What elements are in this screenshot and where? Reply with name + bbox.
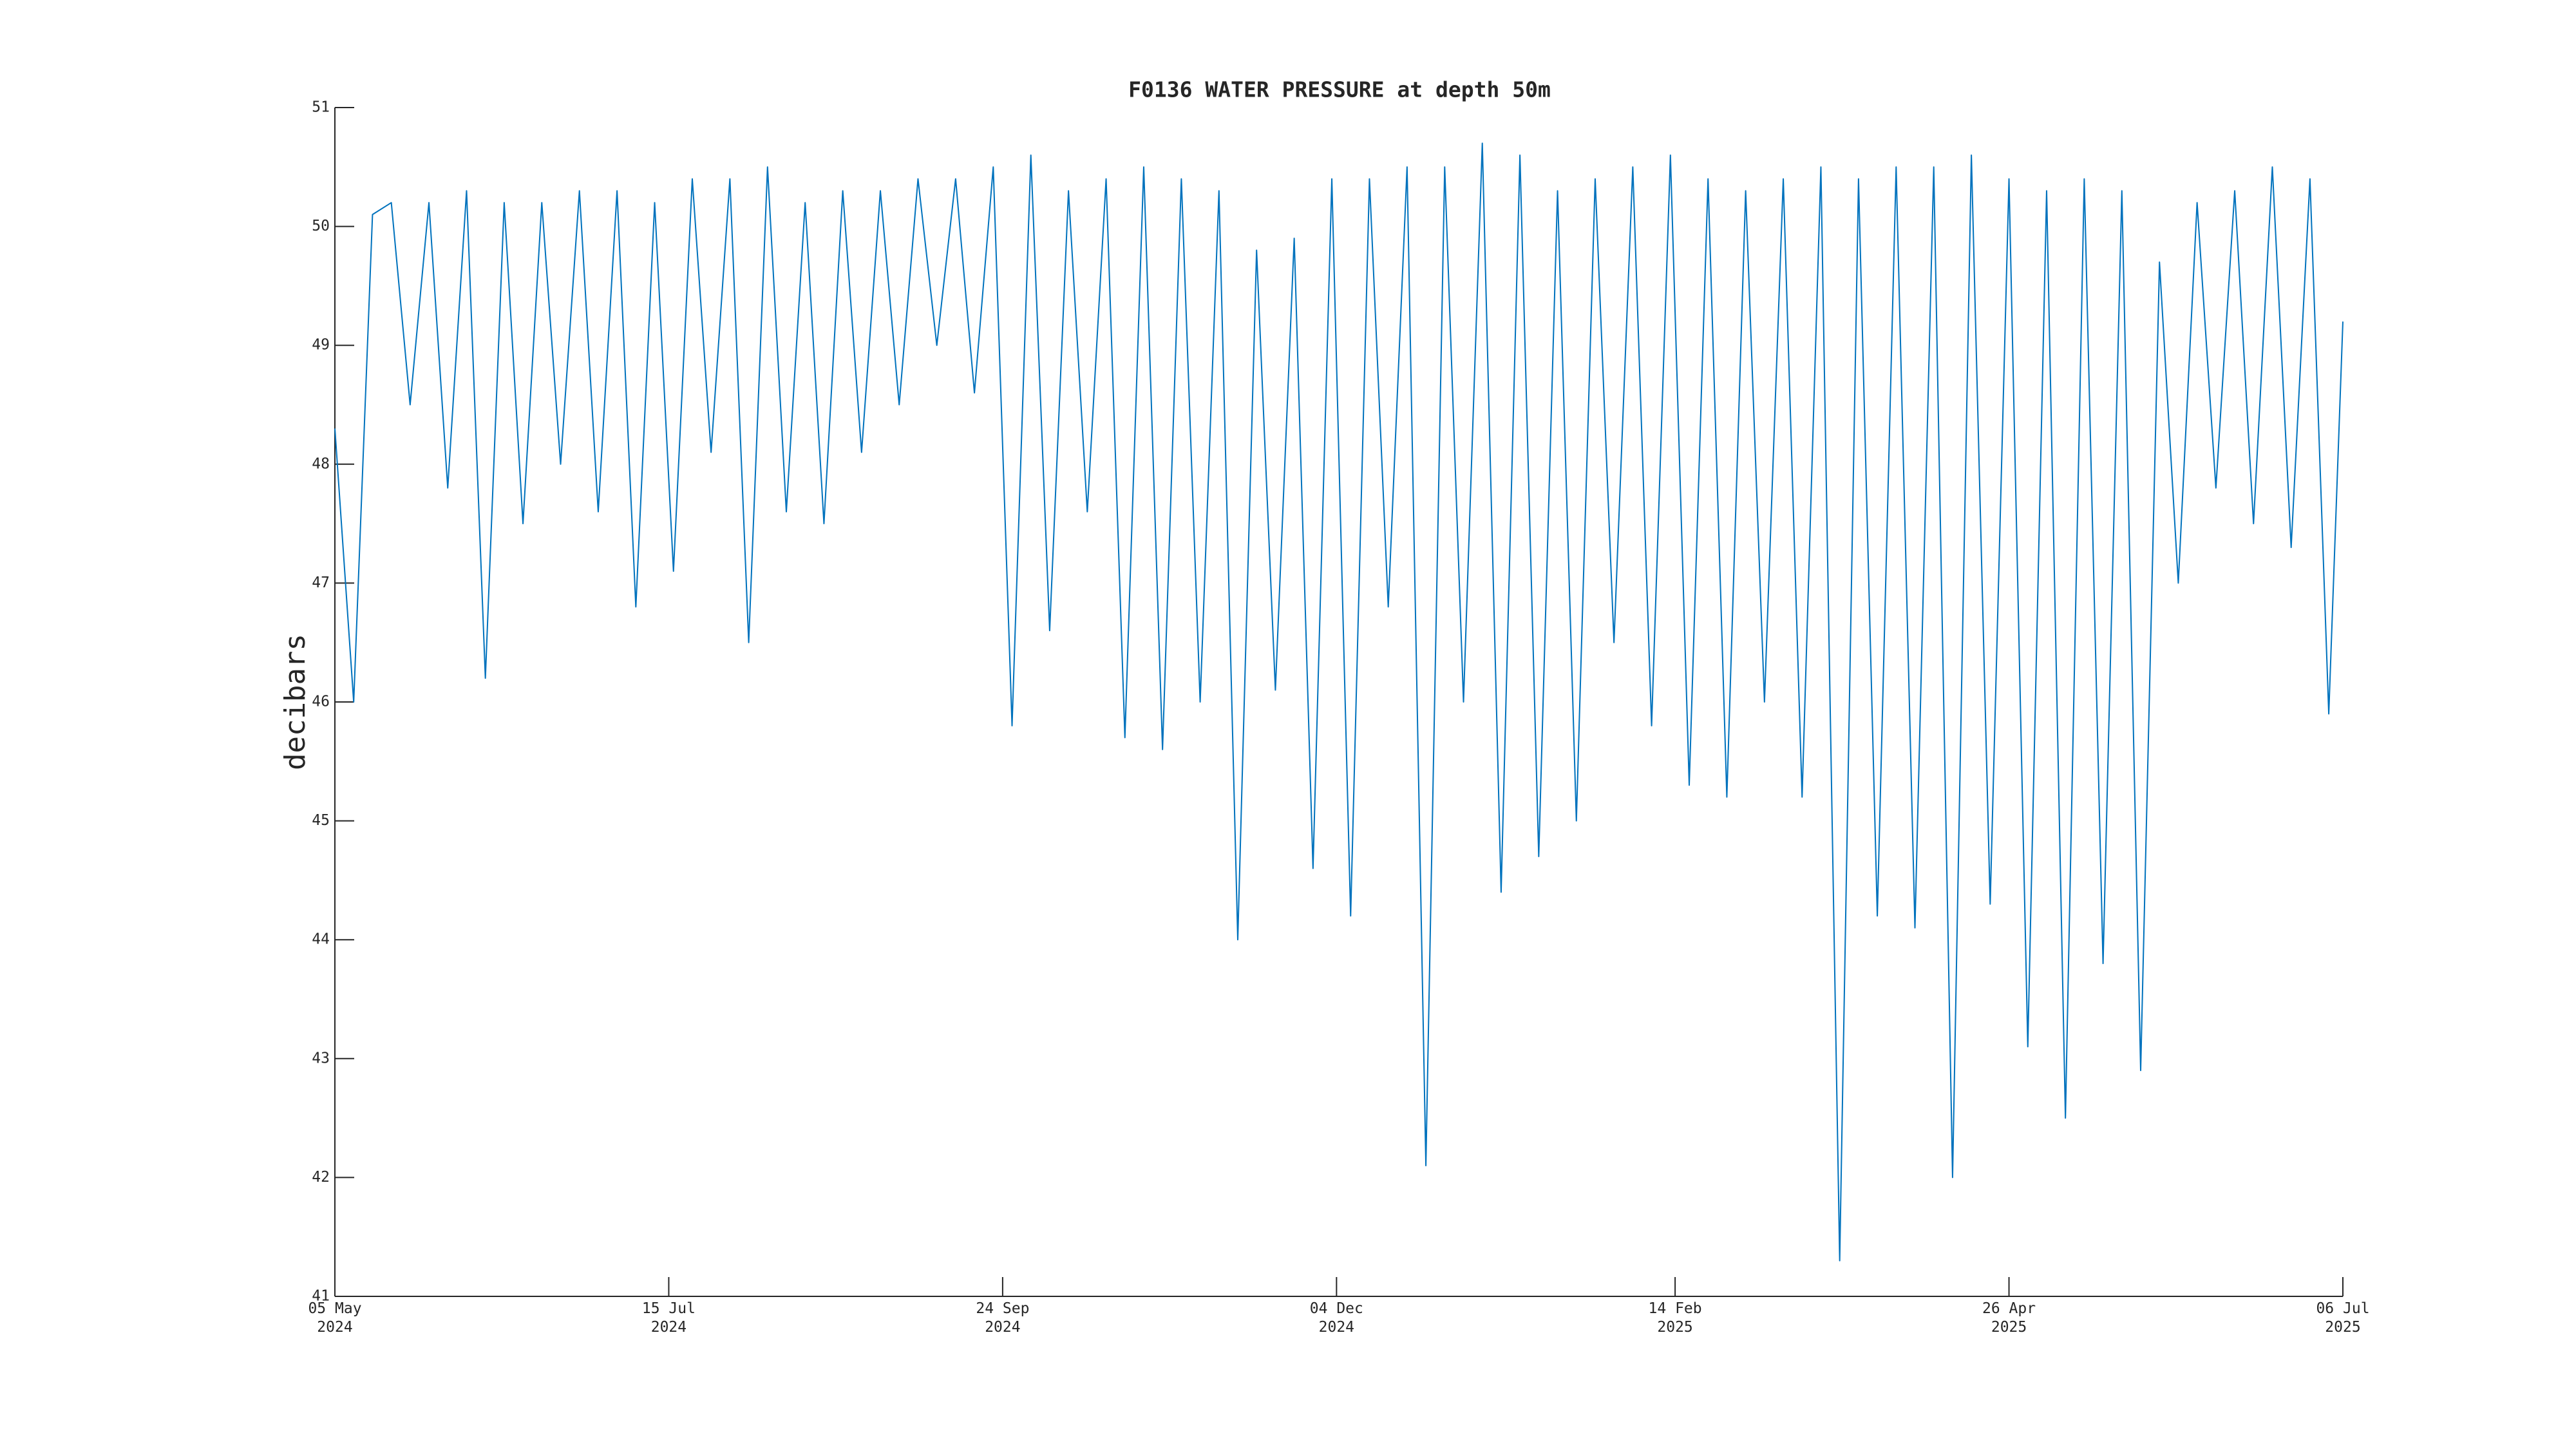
x-tick-label: 06 Jul 2025 — [2316, 1300, 2370, 1336]
y-tick-label: 47 — [312, 574, 330, 591]
y-tick-label: 41 — [312, 1288, 330, 1305]
y-tick-label: 49 — [312, 337, 330, 354]
y-tick-label: 51 — [312, 99, 330, 116]
y-axis-label: decibars — [279, 634, 312, 770]
y-tick-label: 45 — [312, 812, 330, 829]
y-tick-label: 46 — [312, 694, 330, 710]
y-tick-label: 50 — [312, 218, 330, 234]
x-tick-label: 15 Jul 2024 — [641, 1300, 696, 1336]
data-line — [334, 142, 2344, 1262]
y-tick-label: 44 — [312, 931, 330, 948]
y-tick-label: 42 — [312, 1169, 330, 1186]
y-tick-label: 48 — [312, 455, 330, 472]
x-tick-label: 04 Dec 2024 — [1309, 1300, 1363, 1336]
x-tick-label: 05 May 2024 — [308, 1300, 362, 1336]
x-tick-label: 26 Apr 2025 — [1982, 1300, 2036, 1336]
x-tick-label: 14 Feb 2025 — [1648, 1300, 1702, 1336]
x-tick-label: 24 Sep 2024 — [976, 1300, 1030, 1336]
chart-title: F0136 WATER PRESSURE at depth 50m — [1128, 77, 1551, 102]
y-tick-label: 43 — [312, 1050, 330, 1066]
